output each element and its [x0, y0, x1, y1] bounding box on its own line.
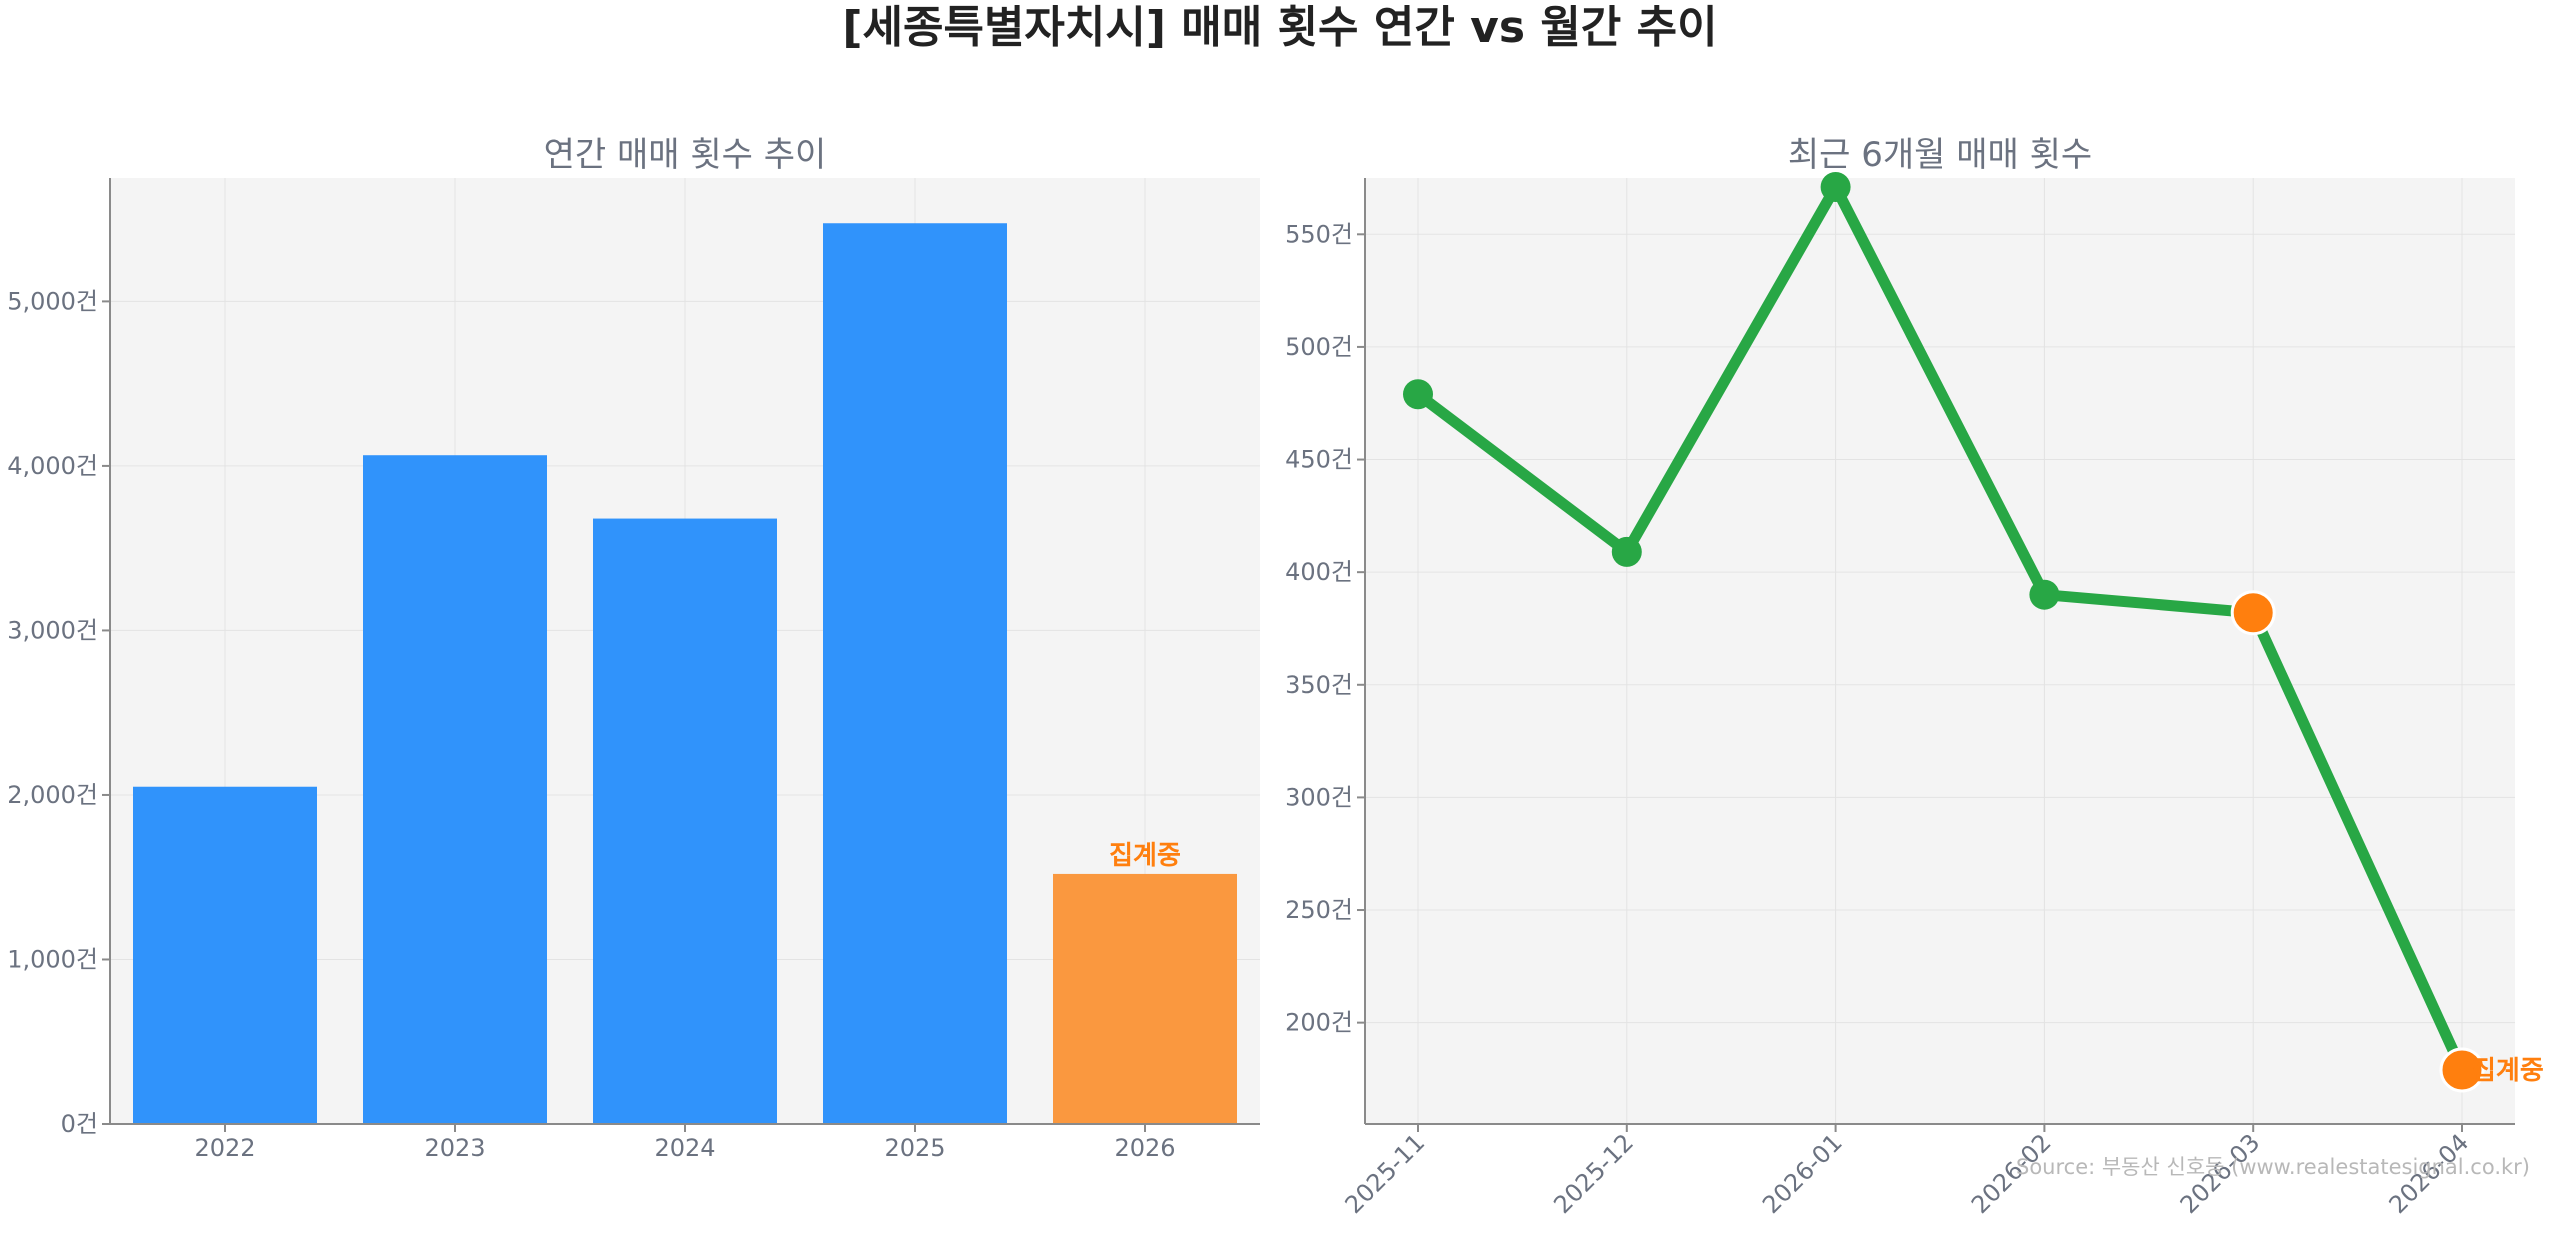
grid [1365, 178, 2515, 1124]
y-tick-labels: 200건 250건 300건 350건 400건 450건 500건 550건 [1285, 220, 1353, 1036]
bar-2025 [823, 223, 1007, 1125]
y-tick-label: 2,000건 [7, 781, 98, 809]
y-tick-label: 500건 [1285, 333, 1353, 361]
point-2026-01 [1820, 172, 1851, 203]
y-tick-label: 450건 [1285, 446, 1353, 474]
monthly-line-chart: 200건 250건 300건 350건 400건 450건 500건 550건 2025-11… [1285, 135, 2544, 1219]
points [1403, 172, 2485, 1093]
y-tick-label: 250건 [1285, 896, 1353, 924]
partial-point-2026-04 [2439, 1047, 2485, 1093]
y-tick-label: 350건 [1285, 671, 1353, 699]
bar-2023 [363, 455, 547, 1124]
x-tick-label: 2026 [1114, 1134, 1175, 1162]
x-tick-label: 2023 [424, 1134, 485, 1162]
x-tick-label: 2024 [654, 1134, 715, 1162]
partial-point-2026-03 [2230, 590, 2276, 636]
monthly-chart-title: 최근 6개월 매매 횟수 [1788, 135, 2092, 175]
bar-2026 [1053, 873, 1237, 1124]
series-line [1412, 181, 2468, 1076]
source-note: Source: 부동산 신호등 (www.realestatesignal.co… [2016, 1155, 2530, 1179]
x-tick-label: 2025-11 [1340, 1128, 1431, 1219]
point-2025-12 [1611, 536, 1642, 567]
axes [1357, 178, 2515, 1132]
bars [133, 223, 1237, 1125]
axes [102, 178, 1260, 1132]
y-tick-label: 0건 [61, 1110, 98, 1138]
bar-2022 [133, 786, 317, 1124]
x-tick-label: 2026-01 [1757, 1128, 1848, 1219]
point-2025-11 [1403, 379, 1433, 410]
y-tick-label: 4,000건 [7, 452, 98, 480]
y-tick-label: 1,000건 [7, 945, 98, 973]
x-tick-label: 2022 [194, 1134, 255, 1162]
y-tick-label: 5,000건 [7, 287, 98, 315]
annual-chart-title: 연간 매매 횟수 추이 [544, 135, 827, 175]
partial-annotation: 집계중 [2472, 1056, 2544, 1086]
bar-2024 [593, 518, 777, 1124]
y-tick-label: 550건 [1285, 220, 1353, 248]
y-tick-label: 300건 [1285, 783, 1353, 811]
x-tick-label: 2025-12 [1548, 1128, 1639, 1219]
plot-area [1365, 178, 2515, 1124]
partial-annotation: 집계중 [1109, 841, 1181, 871]
x-tick-label: 2025 [884, 1134, 945, 1162]
y-tick-label: 3,000건 [7, 616, 98, 644]
x-tick-labels: 2022 2023 2024 2025 2026 [194, 1134, 1175, 1162]
y-tick-label: 200건 [1285, 1009, 1353, 1037]
figure-title: [세종특별자치시] 매매 횟수 연간 vs 월간 추이 [842, 2, 1717, 53]
point-2026-02 [2029, 579, 2060, 610]
y-tick-label: 400건 [1285, 558, 1353, 586]
y-tick-labels: 0건 1,000건 2,000건 3,000건 4,000건 5,000건 [7, 287, 98, 1138]
